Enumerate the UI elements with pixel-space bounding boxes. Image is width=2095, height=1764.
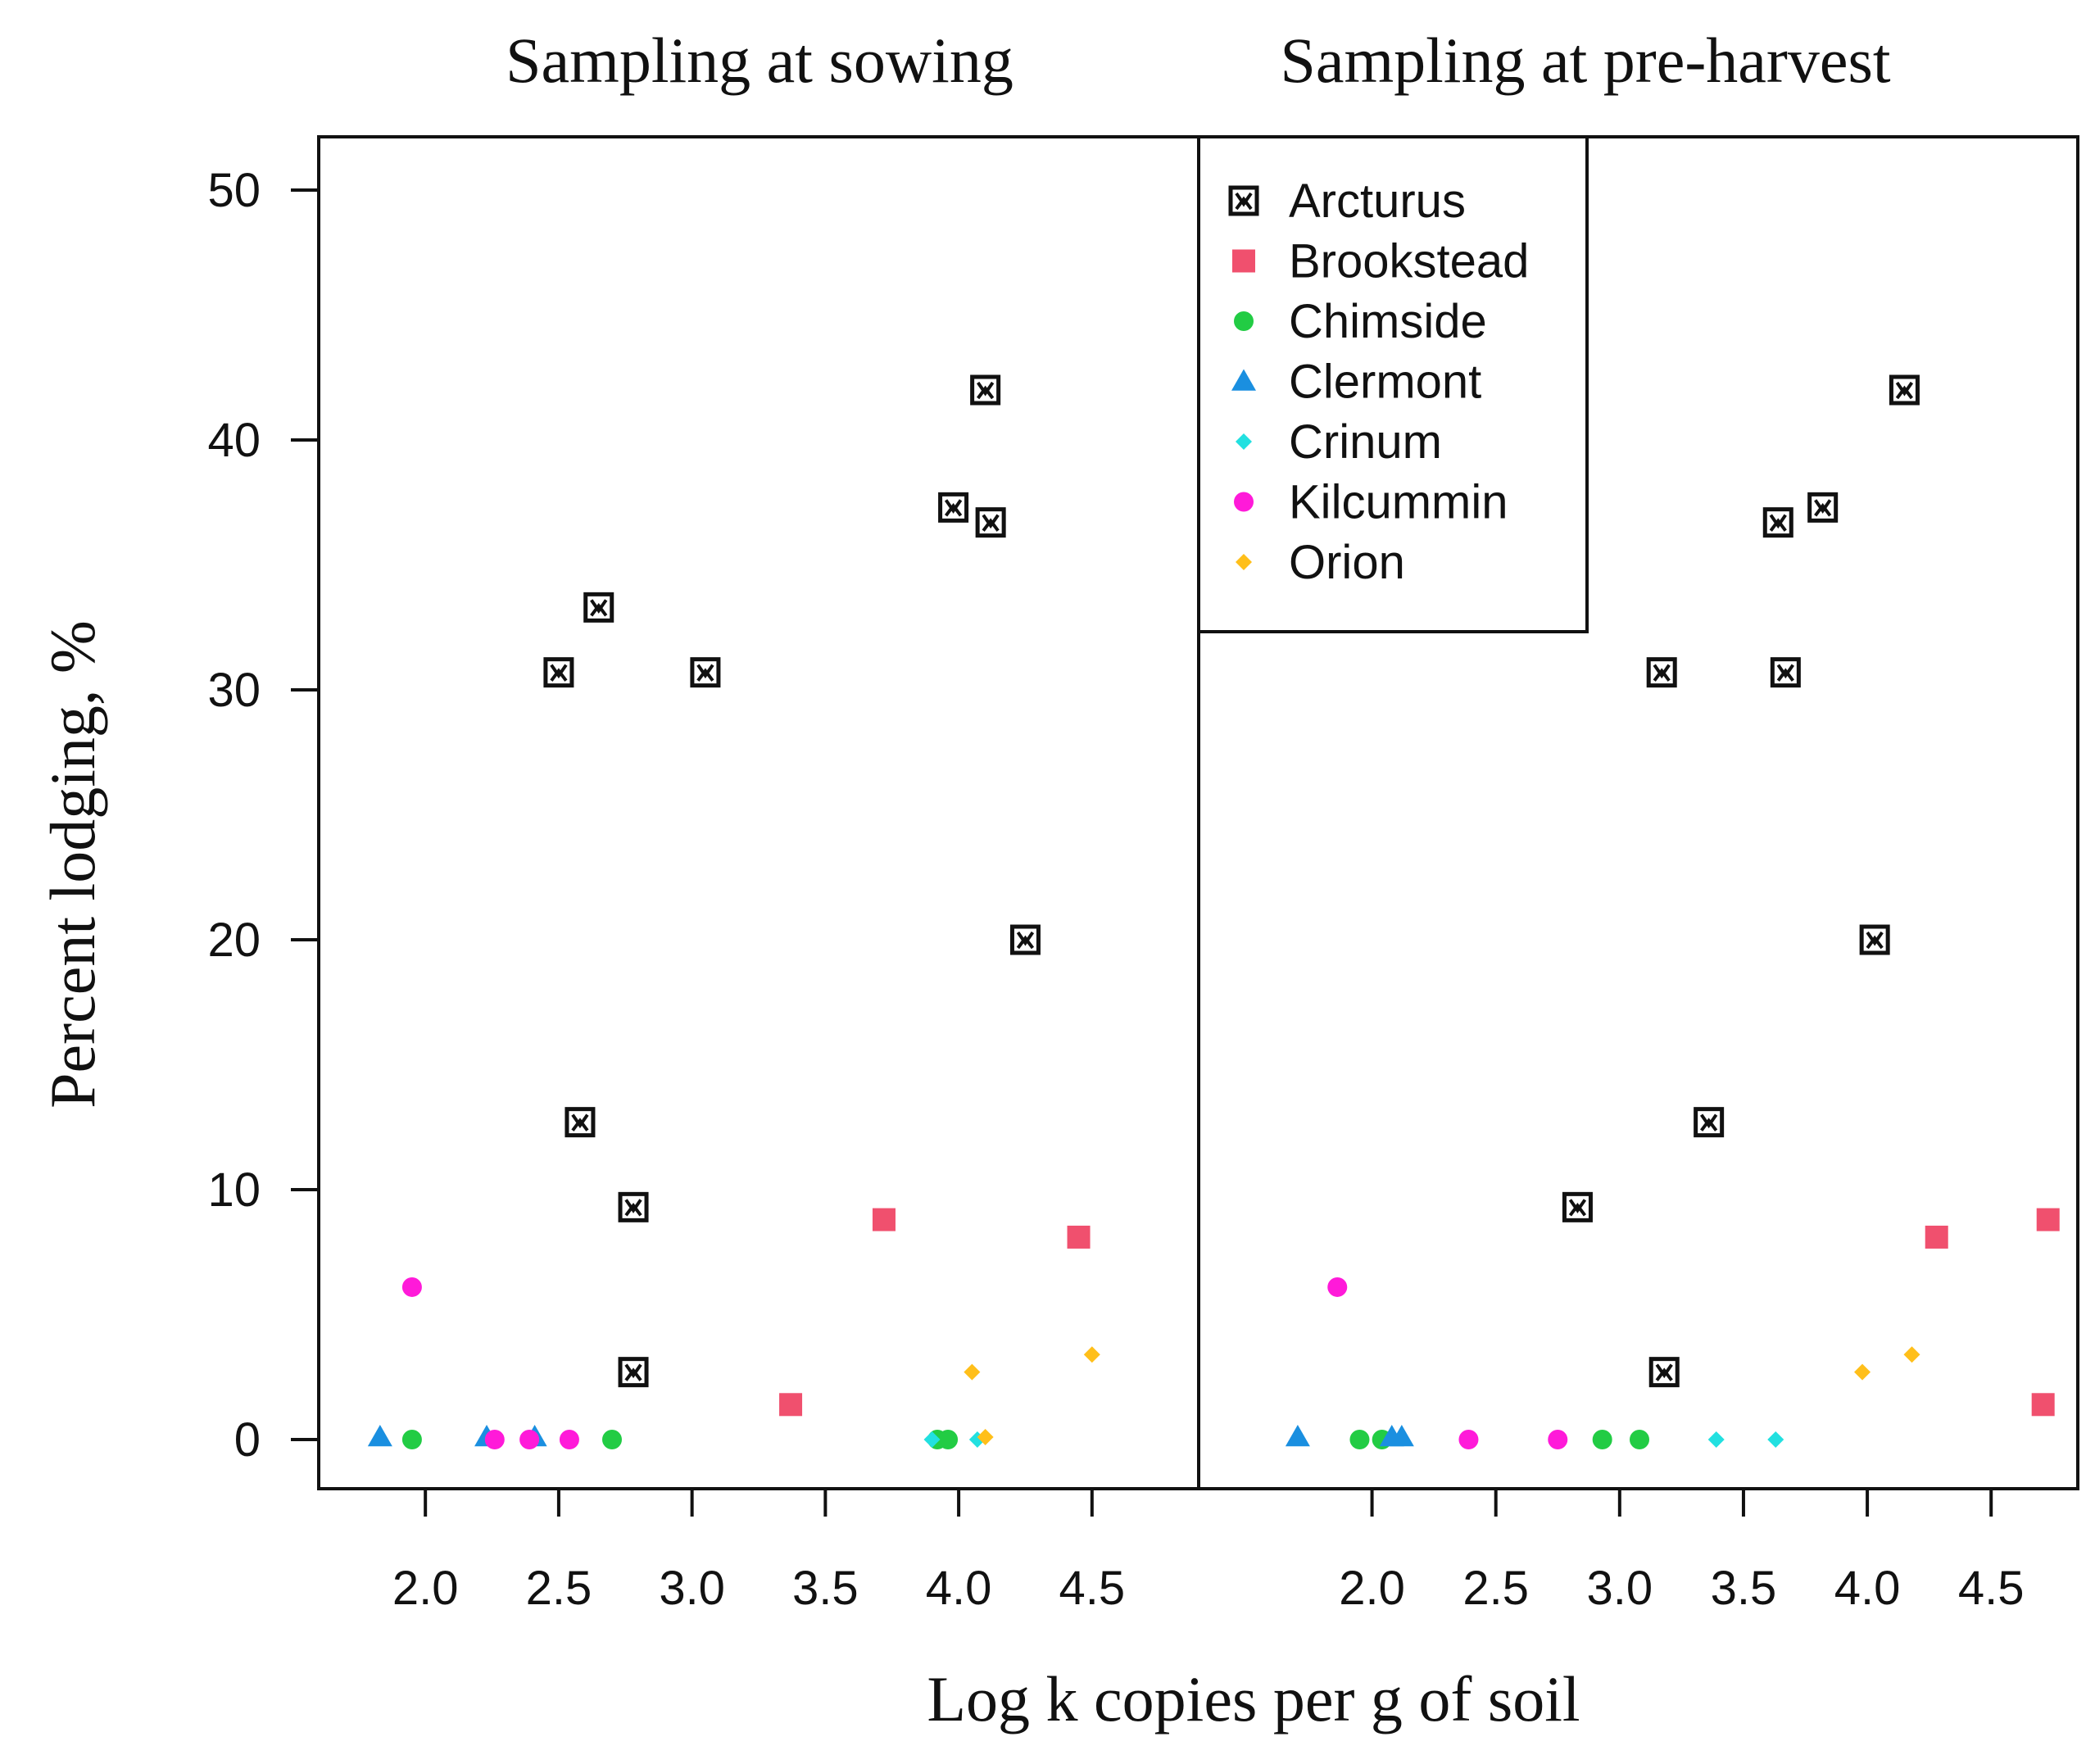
point-clermont (367, 1424, 392, 1447)
legend-marker-orion (1236, 554, 1252, 570)
point-chimside (1592, 1430, 1612, 1449)
point-arcturus (618, 1357, 649, 1388)
legend: Arcturus Brookstead Chimside Clermont Crinum… (1197, 135, 1589, 633)
point-orion (977, 1428, 994, 1445)
legend-marker-kilcummin (1234, 492, 1254, 512)
x-tick-label: 3.5 (792, 1562, 859, 1615)
point-crinum (923, 1431, 941, 1448)
point-kilcummin (1327, 1277, 1348, 1297)
legend-marker-chimside (1234, 311, 1254, 331)
point-chimside (1630, 1430, 1650, 1449)
point-kilcummin (1458, 1430, 1479, 1449)
point-arcturus (583, 592, 614, 623)
x-tick-label: 2.0 (392, 1562, 459, 1615)
y-tick-label: 20 (207, 914, 261, 967)
panel-frame-preharvest (1197, 135, 2079, 1490)
point-arcturus (1694, 1107, 1725, 1138)
x-tick-label: 4.0 (926, 1562, 992, 1615)
point-arcturus (1648, 1357, 1680, 1388)
point-arcturus (618, 1191, 649, 1222)
legend-marker-crinum (1236, 433, 1252, 450)
y-tick-label: 10 (207, 1163, 261, 1217)
point-arcturus (1807, 492, 1839, 523)
x-tick-label: 3.0 (659, 1562, 725, 1615)
point-orion (1083, 1346, 1100, 1363)
point-arcturus (543, 657, 574, 688)
point-kilcummin (484, 1430, 505, 1449)
point-brookstead (2031, 1393, 2055, 1417)
point-arcturus (1009, 924, 1041, 955)
point-chimside (401, 1430, 422, 1449)
point-arcturus (1762, 507, 1793, 538)
point-kilcummin (519, 1430, 540, 1449)
point-chimside (602, 1430, 622, 1449)
point-crinum (1767, 1431, 1784, 1448)
point-arcturus (565, 1107, 596, 1138)
legend-label-clermont: Clermont (1289, 356, 1481, 409)
point-arcturus (1770, 657, 1801, 688)
point-brookstead (2036, 1208, 2060, 1231)
legend-marker-brookstead (1232, 249, 1255, 273)
panel-title-preharvest: Sampling at pre-harvest (1280, 25, 1890, 96)
point-kilcummin (401, 1277, 422, 1297)
point-arcturus (690, 657, 721, 688)
point-orion (1854, 1363, 1871, 1381)
point-arcturus (970, 374, 1001, 406)
point-arcturus (1562, 1191, 1593, 1222)
y-tick-label: 50 (207, 164, 261, 217)
point-orion (1903, 1346, 1920, 1363)
legend-label-orion: Orion (1289, 536, 1405, 589)
y-axis: 0 10 20 30 40 50 (207, 164, 319, 1467)
x-axis-label: Log k copies per g of soil (927, 1663, 1580, 1735)
x-tick-label: 3.0 (1587, 1562, 1653, 1615)
y-tick-label: 0 (234, 1413, 261, 1467)
point-kilcummin (559, 1430, 579, 1449)
point-chimside (938, 1430, 959, 1449)
legend-marker-clermont (1231, 369, 1256, 391)
legend-box (1197, 135, 1589, 633)
point-arcturus (938, 492, 969, 523)
point-arcturus (1646, 657, 1677, 688)
legend-marker-arcturus (1228, 185, 1259, 216)
x-tick-label: 3.5 (1711, 1562, 1777, 1615)
y-axis-label: Percent lodging, % (37, 620, 108, 1109)
point-brookstead (872, 1208, 896, 1231)
legend-label-crinum: Crinum (1289, 415, 1442, 469)
legend-label-chimside: Chimside (1289, 295, 1487, 348)
point-arcturus (1889, 374, 1920, 406)
panel-title-sowing: Sampling at sowing (506, 25, 1013, 96)
legend-label-arcturus: Arcturus (1289, 175, 1466, 228)
data-points (367, 374, 2060, 1449)
point-arcturus (975, 507, 1006, 538)
point-orion (964, 1363, 981, 1381)
point-chimside (1349, 1430, 1370, 1449)
point-kilcummin (1548, 1430, 1568, 1449)
point-clermont (1285, 1424, 1310, 1447)
y-tick-label: 30 (207, 664, 261, 717)
x-tick-label: 4.5 (1059, 1562, 1125, 1615)
x-tick-label: 4.5 (1958, 1562, 2025, 1615)
panel-frame-sowing (317, 135, 1200, 1490)
legend-label-kilcummin: Kilcummin (1289, 476, 1508, 529)
point-crinum (1707, 1431, 1725, 1448)
x-tick-label: 2.5 (526, 1562, 592, 1615)
point-brookstead (779, 1393, 803, 1417)
legend-label-brookstead: Brookstead (1289, 235, 1529, 288)
x-axis: 2.0 2.5 3.0 3.5 4.0 4.5 2.0 2.5 3.0 3.5 4.0 4.5 (392, 1489, 2025, 1615)
x-tick-label: 2.5 (1462, 1562, 1529, 1615)
x-tick-label: 4.0 (1834, 1562, 1901, 1615)
point-clermont (1389, 1424, 1414, 1447)
point-brookstead (1925, 1225, 1948, 1249)
y-tick-label: 40 (207, 414, 261, 467)
x-tick-label: 2.0 (1339, 1562, 1405, 1615)
point-brookstead (1067, 1225, 1091, 1249)
point-arcturus (1859, 924, 1890, 955)
